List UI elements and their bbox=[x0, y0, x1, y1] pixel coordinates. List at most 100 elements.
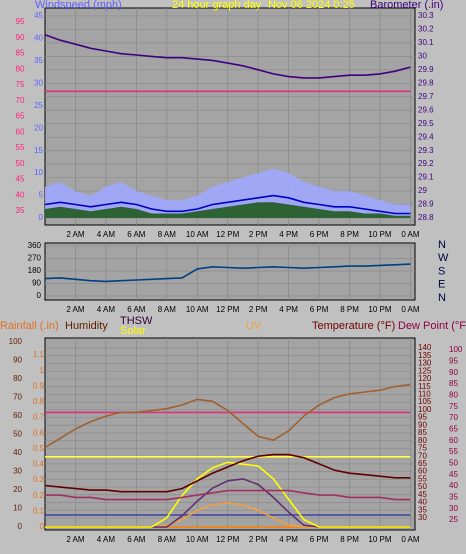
y-tick-label: 90 bbox=[13, 356, 22, 365]
x-tick-label: 2 PM bbox=[249, 305, 268, 314]
plot-area bbox=[44, 337, 416, 531]
legend-label: Solar bbox=[120, 325, 146, 337]
y-tick-label: 35 bbox=[449, 492, 458, 501]
y-tick-label: 105 bbox=[418, 397, 432, 406]
y-tick-label: 0.7 bbox=[33, 413, 45, 422]
y-tick-label: 115 bbox=[418, 382, 431, 391]
y-tick-label: 60 bbox=[418, 467, 427, 476]
x-tick-label: 8 PM bbox=[340, 305, 359, 314]
axis-label: Dew Point (°F) bbox=[398, 320, 466, 332]
y-tick-label: 95 bbox=[449, 356, 458, 365]
y-tick-label: 65 bbox=[16, 112, 25, 121]
y-tick-label: 45 bbox=[449, 470, 458, 479]
x-tick-label: 2 PM bbox=[249, 535, 268, 544]
y-tick-label: 30 bbox=[449, 504, 458, 513]
y-tick-label: 90 bbox=[418, 420, 427, 429]
x-tick-label: 8 PM bbox=[340, 230, 359, 239]
x-tick-label: 6 PM bbox=[310, 535, 329, 544]
y-tick-label: 90 bbox=[32, 279, 41, 288]
y-tick-label: 55 bbox=[449, 447, 458, 456]
y-tick-label: 50 bbox=[418, 482, 427, 491]
y-tick-label: 35 bbox=[34, 56, 43, 65]
x-tick-label: 2 AM bbox=[66, 305, 85, 314]
y-tick-label: 100 bbox=[418, 405, 432, 414]
x-tick-label: 12 PM bbox=[216, 305, 239, 314]
x-tick-label: 4 AM bbox=[97, 305, 116, 314]
y-tick-label: 29 bbox=[418, 186, 427, 195]
x-tick-label: 10 AM bbox=[186, 305, 209, 314]
y-tick-label: 0.8 bbox=[33, 397, 45, 406]
y-tick-label: 25 bbox=[34, 101, 43, 110]
y-tick-label: 75 bbox=[16, 80, 25, 89]
y-tick-label: 30 bbox=[418, 51, 427, 60]
y-tick-label: 100 bbox=[449, 345, 463, 354]
y-tick-label: 135 bbox=[418, 351, 432, 360]
y-tick-label: 80 bbox=[418, 436, 427, 445]
y-tick-label: 65 bbox=[449, 424, 458, 433]
axis-label: Rainfall (.in) bbox=[0, 320, 59, 332]
y-tick-label: 45 bbox=[34, 11, 43, 20]
area bbox=[45, 202, 411, 218]
y-tick-label: 70 bbox=[418, 451, 427, 460]
y-tick-label: 29.6 bbox=[418, 105, 434, 114]
y-tick-label: 100 bbox=[9, 337, 23, 346]
axis-label: Temperature (°F) bbox=[312, 320, 395, 332]
line bbox=[45, 489, 411, 501]
y-tick-label: 125 bbox=[418, 366, 432, 375]
y-tick-label: 0.1 bbox=[33, 507, 45, 516]
y-tick-label: 30 bbox=[418, 513, 427, 522]
plot-area bbox=[44, 242, 416, 301]
x-tick-label: 2 AM bbox=[66, 535, 85, 544]
y-tick-label: 29.3 bbox=[418, 146, 434, 155]
y-tick-label: 30.3 bbox=[418, 11, 434, 20]
axis-label: Barometer (.in) bbox=[370, 0, 443, 11]
y-tick-label: 0 bbox=[18, 522, 23, 531]
x-tick-label: 12 PM bbox=[216, 230, 239, 239]
y-tick-label: 50 bbox=[13, 430, 22, 439]
x-tick-label: 0 AM bbox=[401, 305, 420, 314]
y-tick-label: 60 bbox=[16, 127, 25, 136]
x-tick-label: 8 AM bbox=[158, 535, 177, 544]
y-tick-label: 65 bbox=[418, 459, 427, 468]
y-tick-label: 25 bbox=[449, 515, 458, 524]
x-tick-label: 6 AM bbox=[127, 305, 146, 314]
y-tick-label: 130 bbox=[418, 359, 432, 368]
x-tick-label: 0 AM bbox=[401, 230, 420, 239]
axis-label: Humidity bbox=[65, 320, 108, 332]
compass-label: E bbox=[438, 279, 445, 291]
y-tick-label: 40 bbox=[34, 34, 43, 43]
y-tick-label: 30 bbox=[13, 467, 22, 476]
line bbox=[44, 194, 411, 215]
x-tick-label: 10 PM bbox=[368, 230, 391, 239]
y-tick-label: 35 bbox=[418, 505, 427, 514]
line bbox=[45, 461, 411, 528]
y-tick-label: 0.6 bbox=[33, 428, 45, 437]
y-tick-label: 40 bbox=[418, 498, 427, 507]
y-tick-label: 85 bbox=[449, 379, 458, 388]
y-tick-label: 50 bbox=[16, 159, 25, 168]
line bbox=[44, 453, 411, 493]
y-tick-label: 40 bbox=[449, 481, 458, 490]
title: 24 hour graph day bbox=[172, 0, 262, 11]
y-tick-label: 80 bbox=[13, 374, 22, 383]
y-tick-label: 0 bbox=[37, 291, 42, 300]
x-tick-label: 12 PM bbox=[216, 535, 239, 544]
y-tick-label: 90 bbox=[449, 368, 458, 377]
compass-label: S bbox=[438, 265, 445, 277]
x-tick-label: 10 AM bbox=[186, 535, 209, 544]
x-tick-label: 8 PM bbox=[340, 535, 359, 544]
y-tick-label: 1 bbox=[40, 366, 45, 375]
y-tick-label: 120 bbox=[418, 374, 432, 383]
x-tick-label: 2 PM bbox=[249, 230, 268, 239]
x-tick-label: 10 PM bbox=[368, 305, 391, 314]
legend-label: UV bbox=[246, 320, 262, 332]
y-tick-label: 29.7 bbox=[418, 92, 434, 101]
y-tick-label: 0.2 bbox=[33, 491, 45, 500]
y-tick-label: 75 bbox=[418, 444, 427, 453]
y-tick-label: 0 bbox=[40, 522, 45, 531]
y-tick-label: 28.8 bbox=[418, 213, 434, 222]
compass-label: N bbox=[438, 292, 446, 304]
y-tick-label: 0.4 bbox=[33, 460, 45, 469]
y-tick-label: 85 bbox=[418, 428, 427, 437]
